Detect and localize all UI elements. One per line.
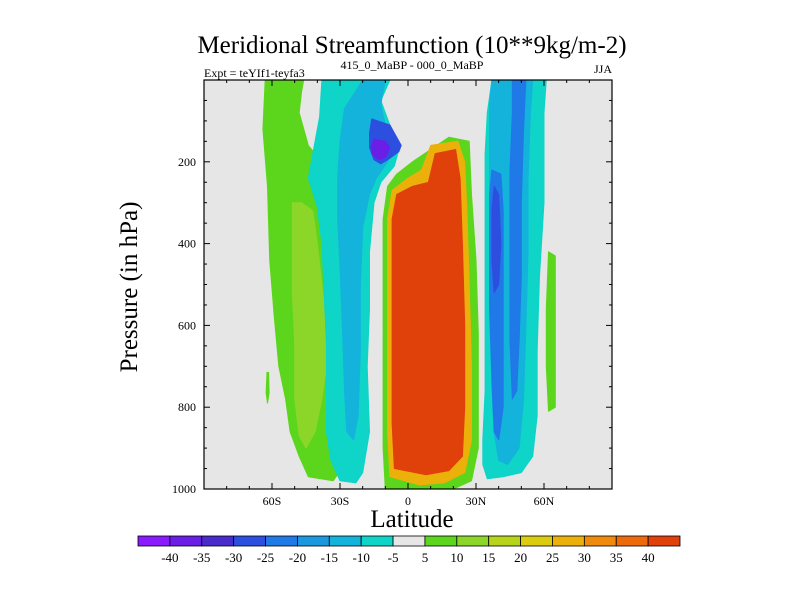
colorbar-label: 10: [450, 550, 463, 565]
colorbar-swatch: [233, 535, 266, 547]
contour-fills: [262, 80, 556, 489]
colorbar-label: -15: [321, 550, 338, 565]
colorbar-swatch: [137, 535, 171, 547]
x-tick-label: 60N: [534, 494, 555, 508]
colorbar-label: 25: [546, 550, 559, 565]
contour-region-nh-blue-c: [509, 80, 527, 400]
colorbar-swatch: [488, 535, 521, 547]
colorbar-label: -30: [225, 550, 242, 565]
colorbar-label: 40: [642, 550, 655, 565]
y-tick-label: 600: [178, 318, 196, 332]
y-tick-label: 1000: [172, 482, 196, 496]
x-tick-label: 30S: [331, 494, 350, 508]
y-tick-label: 200: [178, 155, 196, 169]
chart-title: Meridional Streamfunction (10**9kg/m-2): [197, 32, 626, 59]
contour-region-sh-green-spot: [265, 371, 270, 404]
colorbar-swatch: [169, 535, 203, 547]
x-axis-title: Latitude: [370, 506, 453, 533]
y-tick-label: 800: [178, 400, 196, 414]
colorbar-swatch: [456, 535, 490, 547]
colorbar-swatch: [615, 535, 649, 547]
period-label: 415_0_MaBP - 000_0_MaBP: [341, 58, 484, 72]
y-tick-label: 400: [178, 237, 196, 251]
colorbar-label: 5: [422, 550, 429, 565]
y-axis-title: Pressure (in hPa): [116, 202, 143, 373]
colorbar-swatch: [647, 535, 681, 547]
colorbar-label: 30: [578, 550, 591, 565]
x-axis-ticks: 60S 30S 0 30N 60N: [226, 80, 590, 508]
colorbar-swatch: [201, 535, 235, 547]
colorbar-label: -20: [289, 550, 306, 565]
colorbar-label: 15: [482, 550, 495, 565]
colorbar-swatch: [583, 535, 617, 547]
x-tick-label: 30N: [466, 494, 487, 508]
colorbar-label: -25: [257, 550, 274, 565]
contour-region-sh-yellow-green-core: [291, 202, 327, 449]
plot-area: [203, 79, 613, 490]
y-axis-ticks: 200 400 600 800 1000: [172, 99, 612, 496]
contour-region-hadley-red: [391, 149, 466, 476]
colorbar-swatch: [297, 535, 330, 547]
colorbar-swatch: [520, 535, 553, 547]
season-label: JJA: [594, 62, 612, 76]
colorbar-swatch: [265, 535, 298, 547]
colorbar-label: -35: [193, 550, 210, 565]
colorbar-label: -5: [388, 550, 399, 565]
contour-region-nh-green-far: [545, 251, 556, 412]
colorbar-label: -40: [161, 550, 178, 565]
colorbar-swatch: [328, 535, 362, 547]
colorbar: -40 -35 -30 -25 -20 -15 -10 -5 5 10 15 20 25 30 35 40: [137, 535, 681, 565]
colorbar-label: 20: [514, 550, 527, 565]
colorbar-label: 35: [610, 550, 623, 565]
colorbar-swatch: [552, 535, 585, 547]
colorbar-label: -10: [353, 550, 370, 565]
colorbar-swatch: [360, 535, 394, 547]
experiment-label: Expt = teYIf1-teyfa3: [204, 66, 305, 80]
x-tick-label: 60S: [263, 494, 282, 508]
contour-region-nh-blue-b: [491, 185, 502, 294]
colorbar-swatch: [392, 535, 426, 547]
colorbar-swatch: [424, 535, 458, 547]
x-tick-label: 0: [405, 494, 411, 508]
contour-region-sh-purple-core: [371, 138, 391, 161]
